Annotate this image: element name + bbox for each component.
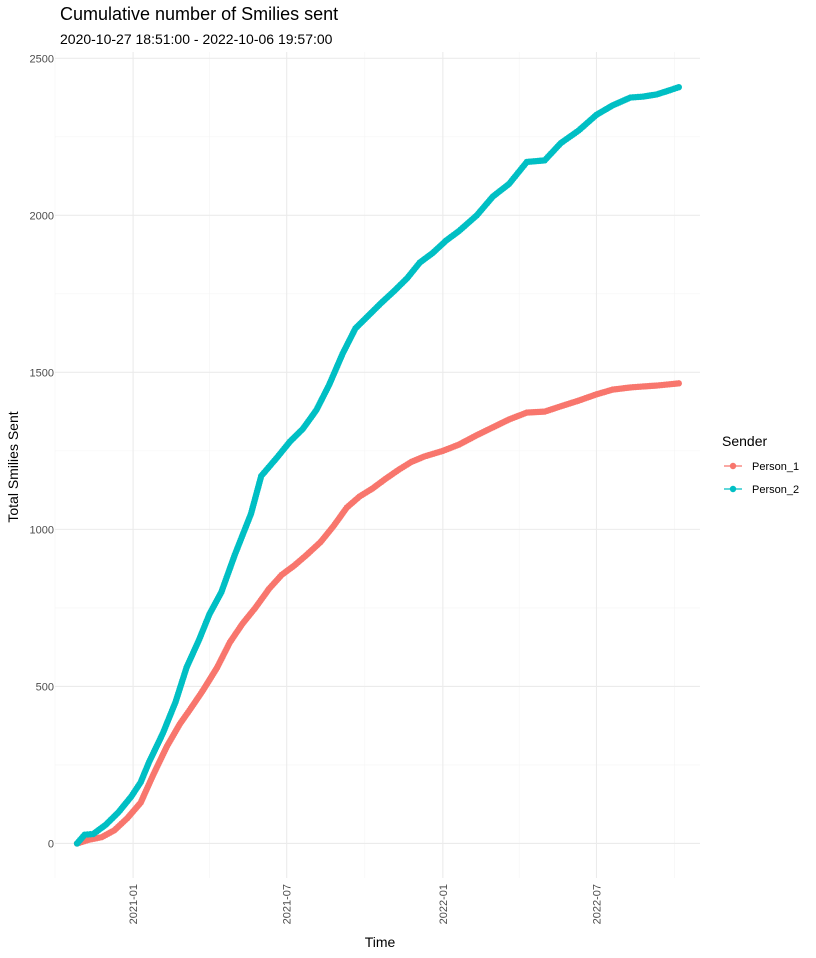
legend-title: Sender	[722, 433, 767, 449]
series-person-2	[73, 83, 682, 847]
x-tick-label: 2022-07	[591, 884, 603, 924]
legend-key	[724, 462, 742, 470]
x-tick-label: 2022-01	[438, 884, 450, 924]
series-layer	[73, 83, 682, 847]
y-tick-label: 0	[48, 838, 54, 850]
y-tick-label: 1500	[30, 367, 54, 379]
data-point	[675, 83, 682, 91]
y-axis-title: Total Smilies Sent	[5, 411, 21, 522]
y-tick-label: 500	[36, 681, 54, 693]
x-axis-title: Time	[365, 934, 396, 950]
legend-label: Person_2	[752, 484, 799, 496]
legend-key	[724, 485, 742, 493]
y-tick-label: 2500	[30, 53, 54, 65]
x-tick-label: 2021-07	[282, 884, 294, 924]
series-line	[76, 382, 679, 845]
series-person-1	[73, 380, 682, 847]
x-axis-ticks: 2021-01 2021-07 2022-01 2022-07	[128, 884, 603, 924]
legend: Sender Person_1 Person_2	[722, 433, 799, 496]
chart-subtitle: 2020-10-27 18:51:00 - 2022-10-06 19:57:0…	[60, 31, 333, 47]
y-tick-label: 1000	[30, 524, 54, 536]
chart-title: Cumulative number of Smilies sent	[60, 4, 338, 24]
y-axis-ticks: 0 500 1000 1500 2000 2500	[30, 53, 54, 850]
legend-label: Person_1	[752, 461, 799, 473]
data-point	[675, 380, 682, 387]
gridlines	[54, 52, 700, 878]
x-tick-label: 2021-01	[128, 884, 140, 924]
y-tick-label: 2000	[30, 210, 54, 222]
